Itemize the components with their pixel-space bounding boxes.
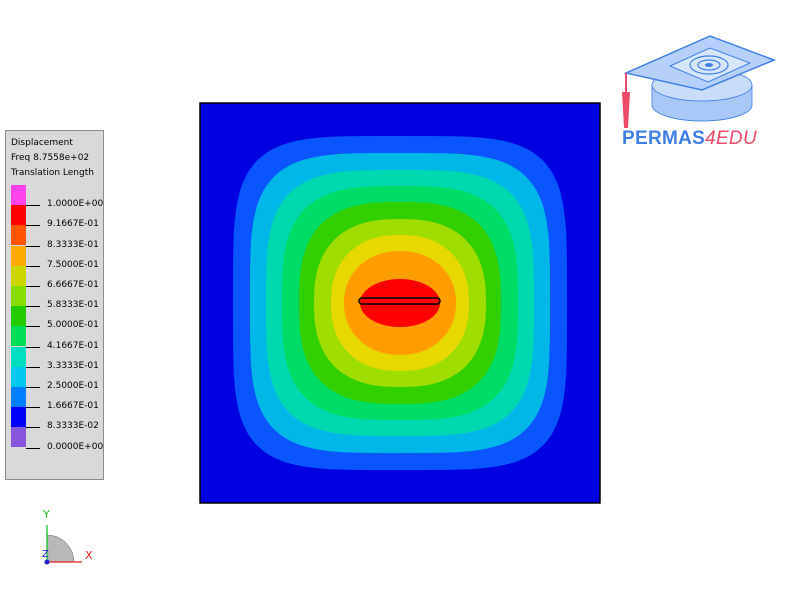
- legend-tick: [26, 407, 40, 409]
- legend-swatch: [11, 286, 26, 306]
- legend-swatch: [11, 225, 26, 246]
- legend-tick: [26, 387, 40, 388]
- color-legend: Displacement Freq 8.7558e+02 Translation…: [5, 130, 104, 480]
- legend-value: 5.8333E-01: [47, 300, 99, 311]
- contour-bands: [233, 136, 567, 470]
- legend-value: 2.5000E-01: [47, 381, 99, 391]
- legend-value: 8.3333E-02: [47, 421, 99, 432]
- legend-swatch: [11, 205, 26, 226]
- legend-swatch: [11, 245, 26, 266]
- legend-value: 0.0000E+00: [47, 441, 104, 452]
- legend-swatch: [11, 326, 26, 347]
- legend-tick: [26, 286, 40, 287]
- legend-swatch: [11, 185, 26, 205]
- legend-value: 4.1667E-01: [47, 340, 99, 351]
- permas4edu-logo: PERMAS4EDU: [622, 128, 757, 150]
- logo-text-permas: PERMAS: [622, 128, 706, 149]
- crack-slot: [358, 297, 441, 305]
- legend-tick: [26, 326, 40, 328]
- legend-value: 1.0000E+00: [47, 199, 104, 210]
- contour-band: [360, 279, 440, 327]
- z-axis-dot: [44, 559, 50, 565]
- legend-value: 6.6667E-01: [47, 280, 99, 290]
- legend-swatch: [11, 407, 26, 428]
- legend-tick: [26, 205, 40, 207]
- legend-value: 7.5000E-01: [47, 259, 99, 270]
- axis-triad: Y X Z: [30, 505, 110, 575]
- legend-value: 3.3333E-01: [47, 360, 99, 371]
- logo-text-4edu: 4EDU: [705, 128, 757, 149]
- legend-swatch: [11, 346, 26, 367]
- legend-tick: [26, 427, 40, 429]
- legend-tick: [26, 366, 40, 368]
- legend-value: 8.3333E-01: [47, 239, 99, 250]
- legend-swatch: [11, 265, 26, 286]
- legend-result-type: Displacement: [11, 138, 73, 148]
- legend-value: 9.1667E-01: [47, 219, 99, 230]
- legend-tick: [26, 225, 40, 227]
- legend-tick: [26, 306, 40, 308]
- permas4edu-logo-icon: [622, 35, 777, 128]
- legend-tick: [26, 245, 40, 247]
- z-axis-label: Z: [42, 549, 49, 560]
- legend-tick: [26, 447, 40, 449]
- legend-value: 1.6667E-01: [47, 401, 99, 412]
- legend-swatch: [11, 427, 26, 448]
- legend-component: Translation Length: [11, 168, 94, 178]
- y-axis-label: Y: [43, 508, 50, 521]
- legend-swatch: [11, 387, 26, 407]
- legend-value: 5.0000E-01: [47, 320, 99, 331]
- x-axis-label: X: [85, 549, 93, 562]
- legend-swatch: [11, 366, 26, 387]
- legend-swatch: [11, 306, 26, 327]
- axis-triad-quadrant: [47, 535, 74, 562]
- legend-tick: [26, 265, 40, 267]
- legend-tick: [26, 346, 40, 348]
- legend-frequency: Freq 8.7558e+02: [11, 153, 90, 163]
